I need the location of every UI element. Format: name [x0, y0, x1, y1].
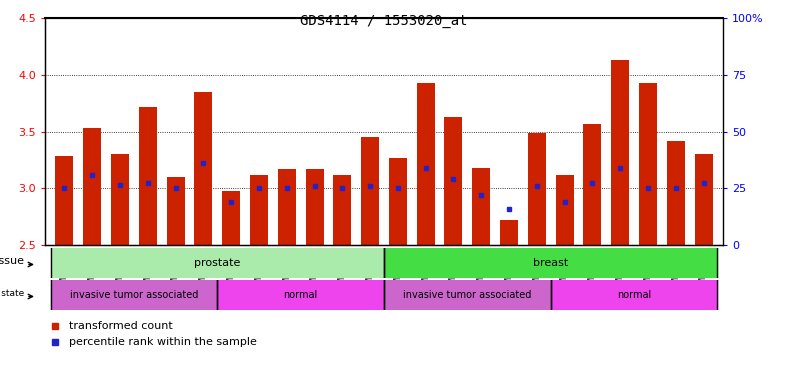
Text: invasive tumor associated: invasive tumor associated — [70, 290, 198, 300]
Bar — [50, 280, 217, 310]
Bar — [305, 169, 324, 245]
Text: normal: normal — [617, 290, 651, 300]
Text: tissue: tissue — [0, 257, 25, 266]
Bar — [250, 175, 268, 245]
Bar — [666, 141, 685, 245]
Bar — [333, 175, 352, 245]
Bar — [278, 169, 296, 245]
Text: invasive tumor associated: invasive tumor associated — [403, 290, 532, 300]
Bar — [417, 83, 435, 245]
Bar — [384, 280, 551, 310]
Bar — [473, 168, 490, 245]
Bar — [551, 280, 718, 310]
Bar — [222, 190, 240, 245]
Bar — [361, 137, 379, 245]
Bar — [639, 83, 657, 245]
Text: normal: normal — [284, 290, 318, 300]
Bar — [195, 92, 212, 245]
Bar — [83, 128, 101, 245]
Bar — [217, 280, 384, 310]
Bar — [167, 177, 184, 245]
Bar — [50, 248, 384, 278]
Bar — [556, 175, 574, 245]
Bar — [583, 124, 602, 245]
Text: GDS4114 / 1553020_at: GDS4114 / 1553020_at — [300, 14, 468, 28]
Text: percentile rank within the sample: percentile rank within the sample — [69, 337, 256, 347]
Bar — [500, 220, 518, 245]
Text: breast: breast — [533, 258, 569, 268]
Bar — [694, 154, 713, 245]
Bar — [445, 117, 462, 245]
Text: disease state: disease state — [0, 289, 25, 298]
Text: transformed count: transformed count — [69, 321, 172, 331]
Bar — [111, 154, 129, 245]
Bar — [611, 60, 630, 245]
Bar — [139, 106, 157, 245]
Bar — [384, 248, 718, 278]
Text: prostate: prostate — [194, 258, 240, 268]
Bar — [388, 157, 407, 245]
Bar — [55, 156, 74, 245]
Bar — [528, 132, 545, 245]
